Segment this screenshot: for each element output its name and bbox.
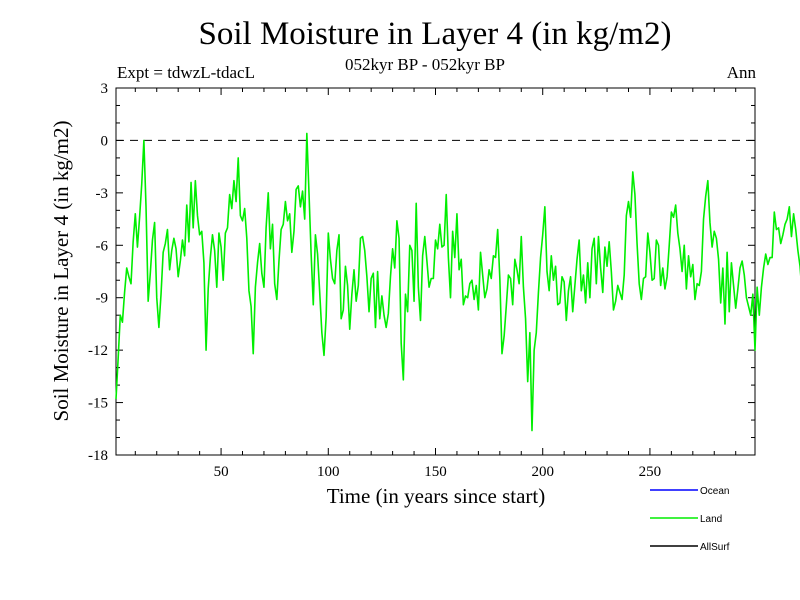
y-tick-label: -15 xyxy=(88,396,108,412)
y-tick-label: -6 xyxy=(96,238,109,254)
x-tick-label: 50 xyxy=(214,464,229,480)
period-label: Ann xyxy=(726,63,756,82)
x-tick-label: 150 xyxy=(424,464,447,480)
x-tick-label: 250 xyxy=(639,464,662,480)
legend: Ocean Land AllSurf xyxy=(650,486,730,553)
y-axis-label: Soil Moisture in Layer 4 (in kg/m2) xyxy=(49,121,73,422)
y-tick-label: -3 xyxy=(96,186,109,202)
series-line-land xyxy=(115,132,800,432)
legend-label-ocean: Ocean xyxy=(700,486,729,497)
chart-subtitle: 052kyr BP - 052kyr BP xyxy=(345,55,505,74)
y-tick-label: 0 xyxy=(101,133,109,149)
x-tick-label: 200 xyxy=(531,464,554,480)
x-tick-label: 100 xyxy=(317,464,340,480)
y-tick-label: -12 xyxy=(88,343,108,359)
x-axis-label: Time (in years since start) xyxy=(327,484,546,508)
y-tick-label: -9 xyxy=(96,291,109,307)
y-tick-label: -18 xyxy=(88,448,108,464)
y-tick-label: 3 xyxy=(101,81,109,97)
legend-label-allsurf: AllSurf xyxy=(700,542,730,553)
chart-title: Soil Moisture in Layer 4 (in kg/m2) xyxy=(198,16,672,52)
legend-label-land: Land xyxy=(700,514,722,525)
experiment-label: Expt = tdwzL-tdacL xyxy=(117,63,255,82)
